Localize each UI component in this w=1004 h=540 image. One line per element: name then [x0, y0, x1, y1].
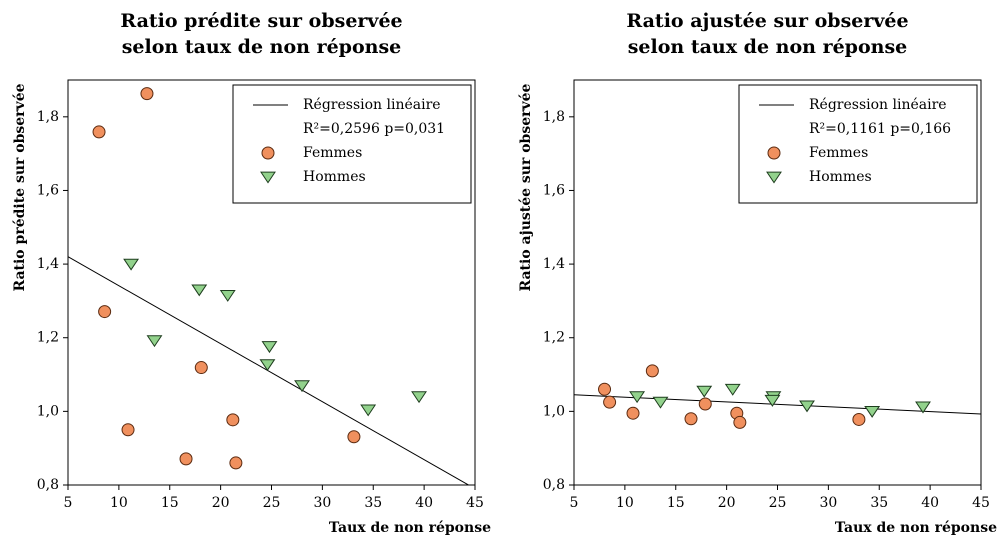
- legend-marker: [260, 171, 276, 184]
- x-axis-label: Taux de non réponse: [329, 520, 491, 536]
- point: [626, 406, 640, 420]
- point: [219, 289, 236, 302]
- point: [724, 383, 741, 396]
- x-tick-label: 10: [110, 495, 128, 511]
- chart-title: Ratio ajustée sur observée: [626, 10, 908, 32]
- x-tick-label: 45: [972, 495, 990, 511]
- y-tick-label: 1,8: [543, 109, 565, 125]
- point: [226, 413, 240, 427]
- y-tick-label: 1,2: [37, 330, 59, 346]
- regression-line: [574, 394, 981, 415]
- point: [347, 430, 361, 444]
- point: [259, 359, 276, 372]
- x-tick-label: 20: [718, 495, 736, 511]
- point: [294, 380, 310, 393]
- point: [915, 401, 931, 414]
- point: [261, 341, 278, 354]
- point: [629, 391, 646, 404]
- y-tick-label: 0,8: [543, 477, 565, 493]
- point: [603, 395, 617, 409]
- x-tick-label: 35: [870, 495, 888, 511]
- point: [123, 258, 140, 271]
- y-tick-label: 1,6: [543, 182, 565, 198]
- chart-title: Ratio prédite sur observée: [120, 10, 402, 32]
- annotation: R²=0,2596 p=0,031: [303, 121, 445, 137]
- x-tick-label: 30: [819, 495, 837, 511]
- y-axis-label: Ratio ajustée sur observée: [518, 83, 534, 291]
- x-tick-label: 20: [212, 495, 230, 511]
- point: [684, 412, 698, 426]
- regression-line: [68, 256, 470, 485]
- x-tick-label: 40: [921, 495, 939, 511]
- legend-label: Régression linéaire: [809, 97, 947, 113]
- point: [98, 305, 112, 319]
- point: [696, 385, 713, 398]
- x-tick-label: 15: [667, 495, 685, 511]
- point: [598, 382, 612, 396]
- legend-label: Hommes: [303, 169, 366, 185]
- x-tick-label: 15: [161, 495, 179, 511]
- legend-label: Régression linéaire: [303, 97, 441, 113]
- point: [852, 412, 866, 426]
- y-tick-label: 1,0: [543, 403, 565, 419]
- point: [146, 335, 163, 348]
- y-tick-label: 1,8: [37, 109, 59, 125]
- y-tick-label: 1,4: [543, 256, 565, 272]
- x-tick-label: 25: [263, 495, 281, 511]
- y-axis-label: Ratio prédite sur observée: [12, 83, 28, 291]
- legend-marker: [766, 171, 782, 184]
- point: [191, 284, 208, 297]
- legend-label: Femmes: [303, 145, 362, 161]
- x-tick-label: 5: [570, 495, 579, 511]
- point: [179, 452, 193, 466]
- x-tick-label: 35: [364, 495, 382, 511]
- chart-title: selon taux de non réponse: [628, 36, 908, 58]
- point: [140, 87, 154, 101]
- annotation: R²=0,1161 p=0,166: [809, 121, 951, 137]
- y-tick-label: 1,4: [37, 256, 59, 272]
- point: [764, 394, 781, 407]
- point: [92, 125, 106, 139]
- x-tick-label: 10: [616, 495, 634, 511]
- point: [121, 423, 135, 437]
- x-tick-label: 25: [769, 495, 787, 511]
- point: [360, 404, 377, 417]
- point: [194, 361, 208, 375]
- legend-label: Hommes: [809, 169, 872, 185]
- x-tick-label: 45: [466, 495, 484, 511]
- legend-marker: [767, 146, 781, 160]
- legend-label: Femmes: [809, 145, 868, 161]
- y-tick-label: 0,8: [37, 477, 59, 493]
- point: [799, 400, 815, 413]
- legend-marker: [261, 146, 275, 160]
- point: [652, 396, 669, 409]
- point: [411, 391, 427, 404]
- x-tick-label: 30: [313, 495, 331, 511]
- point: [864, 405, 881, 418]
- y-tick-label: 1,2: [543, 330, 565, 346]
- y-tick-label: 1,0: [37, 403, 59, 419]
- point: [733, 415, 747, 429]
- x-axis-label: Taux de non réponse: [835, 520, 997, 536]
- x-tick-label: 5: [64, 495, 73, 511]
- point: [229, 456, 243, 470]
- y-tick-label: 1,6: [37, 182, 59, 198]
- x-tick-label: 40: [415, 495, 433, 511]
- point: [698, 397, 712, 411]
- point: [645, 364, 659, 378]
- chart-title: selon taux de non réponse: [122, 36, 402, 58]
